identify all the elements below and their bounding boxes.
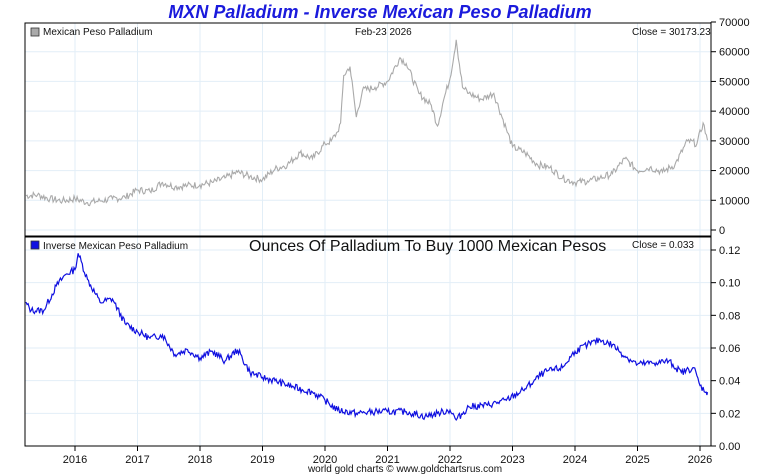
x-axis: 2016 2017 2018 2019 2020 2021 2022 2023 2024 2025… — [63, 446, 712, 466]
lower-legend-label: Inverse Mexican Peso Palladium — [43, 241, 188, 252]
x-tick-label: 2025 — [625, 454, 649, 466]
y-tick-label: 10000 — [719, 195, 750, 207]
y-tick-label: 0.06 — [719, 343, 740, 355]
y-tick-label: 60000 — [719, 47, 750, 59]
y-tick-label: 0.10 — [719, 278, 740, 290]
y-tick-label: 0.04 — [719, 376, 740, 388]
x-tick-label: 2019 — [250, 454, 274, 466]
y-tick-label: 0.00 — [719, 441, 740, 453]
lower-close-label: Close = 0.033 — [632, 240, 694, 251]
y-tick-label: 0.02 — [719, 408, 740, 420]
x-tick-label: 2018 — [188, 454, 212, 466]
y-tick-label: 30000 — [719, 136, 750, 148]
y-tick-label: 0 — [719, 225, 725, 237]
upper-legend-swatch — [30, 27, 40, 37]
date-label: Feb-23 2026 — [355, 27, 412, 38]
upper-y-axis: 70000 60000 50000 40000 30000 20000 10000 0 — [711, 17, 750, 237]
lower-series-line — [25, 253, 709, 421]
y-tick-label: 0.12 — [719, 245, 740, 257]
y-tick-label: 20000 — [719, 166, 750, 178]
lower-subtitle: Ounces Of Palladium To Buy 1000 Mexican … — [249, 238, 606, 255]
lower-y-axis: 0.12 0.10 0.08 0.06 0.04 0.02 0.00 — [711, 245, 740, 453]
upper-legend-label: Mexican Peso Palladium — [43, 27, 153, 38]
y-tick-label: 70000 — [719, 17, 750, 29]
x-tick-label: 2022 — [438, 454, 462, 466]
y-tick-label: 0.08 — [719, 310, 740, 322]
upper-panel-frame — [24, 22, 712, 237]
x-tick-label: 2023 — [500, 454, 524, 466]
footer-credit: world gold charts © www.goldchartsrus.co… — [307, 464, 502, 475]
x-tick-label: 2021 — [375, 454, 399, 466]
x-tick-label: 2026 — [688, 454, 712, 466]
chart-title: MXN Palladium - Inverse Mexican Peso Pal… — [168, 2, 592, 22]
upper-close-label: Close = 30173.23 — [632, 27, 711, 38]
y-tick-label: 50000 — [719, 76, 750, 88]
grid-lines — [25, 23, 711, 446]
x-tick-label: 2016 — [63, 454, 87, 466]
lower-legend-swatch — [30, 240, 40, 250]
upper-series-line — [25, 39, 709, 207]
x-tick-label: 2017 — [125, 454, 149, 466]
x-tick-label: 2020 — [313, 454, 337, 466]
y-tick-label: 40000 — [719, 106, 750, 118]
x-tick-label: 2024 — [563, 454, 587, 466]
